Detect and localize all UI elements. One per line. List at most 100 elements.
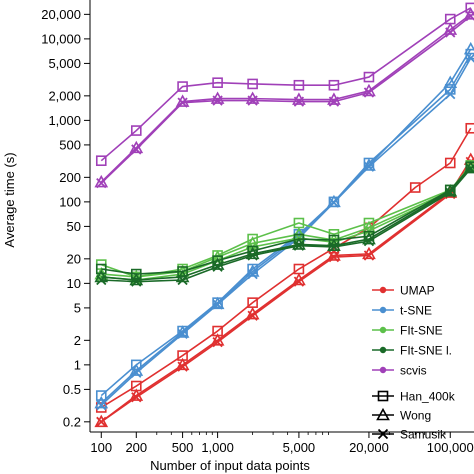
legend-label: scvis: [400, 364, 427, 378]
data-point-t-sne-samusik: [96, 400, 107, 411]
x-tick-label: 100,000: [427, 440, 474, 455]
data-point-fit-sne-l-wong: [463, 160, 474, 174]
data-point-fit-sne-l-samusik: [328, 241, 340, 253]
data-point-fit-sne-l-han-400k: [328, 234, 340, 246]
data-point-scvis-han-400k: [328, 79, 340, 91]
series-line-t-sne-samusik: [100, 57, 472, 406]
data-point-scvis-han-400k: [212, 77, 223, 88]
legend-label: t-SNE: [400, 304, 432, 318]
legend-item-scvis: scvis: [372, 364, 427, 378]
legend-swatch-dot: [379, 346, 387, 354]
data-point-t-sne-samusik: [212, 299, 223, 310]
data-point-scvis-han-400k: [130, 125, 142, 136]
legend-swatch-dot: [379, 366, 387, 374]
y-tick-label: 0.5: [63, 382, 81, 397]
x-tick-label: 1,000: [201, 440, 234, 455]
data-point-fit-sne-l-samusik: [363, 235, 375, 247]
legend-item-fit-sne-l: FIt-SNE l.: [372, 344, 452, 358]
series-scvis-wong: [94, 7, 474, 188]
data-point-scvis-samusik: [177, 97, 188, 108]
x-tick-label: 20,000: [349, 440, 389, 455]
legend-item-han-400k: Han_400k: [372, 390, 456, 404]
data-point-t-sne-wong: [210, 296, 225, 310]
data-point-fit-sne-l-samusik: [445, 187, 456, 198]
series-line-fit-sne-l-han-400k: [101, 166, 472, 275]
legend-item-fit-sne: FIt-SNE: [372, 324, 443, 338]
data-point-scvis-han-400k: [177, 81, 188, 92]
x-tick-label: 5,000: [283, 440, 316, 455]
data-point-fit-sne-l-samusik: [293, 240, 305, 251]
y-tick-label: 50: [67, 219, 81, 234]
data-point-umap-samusik: [247, 310, 258, 321]
series-line-umap-han-400k: [100, 127, 472, 409]
data-point-umap-han-400k: [409, 182, 421, 193]
data-point-fit-sne-l-han-400k: [177, 266, 188, 277]
legend-datasets: Han_400k Wong Samusik: [372, 390, 456, 442]
y-tick-label: 20: [67, 251, 81, 266]
x-axis: 100 200 500 1,000 5,000 20,000 100,000: [90, 431, 474, 455]
data-point-umap-wong: [94, 414, 109, 428]
data-point-t-sne-wong: [327, 194, 341, 208]
data-point-scvis-samusik: [328, 96, 340, 107]
series-scvis-samusik: [96, 11, 474, 189]
x-axis-title: Number of input data points: [150, 458, 310, 473]
data-point-t-sne-samusik: [247, 268, 258, 280]
legend-swatch-dot: [379, 306, 387, 314]
series-line-umap-samusik: [100, 161, 472, 423]
data-point-t-sne-samusik: [177, 328, 188, 340]
data-point-fit-sne-l-samusik: [177, 274, 188, 286]
series-fit-sne-l-samusik: [96, 163, 474, 287]
data-point-umap-samusik: [177, 361, 188, 372]
legend-label: Wong: [400, 409, 431, 423]
series-line-umap-wong: [100, 159, 472, 423]
y-tick-label: 10,000: [41, 31, 81, 46]
data-point-t-sne-han-400k: [130, 359, 142, 371]
series-fit-sne-samusik: [96, 162, 474, 286]
series-fit-sne-wong: [94, 159, 474, 283]
legend-swatch-dot: [379, 326, 387, 334]
y-tick-label: 1: [74, 357, 81, 372]
data-point-scvis-han-400k: [465, 2, 474, 14]
legend-item-samusik: Samusik: [372, 428, 447, 442]
series-line-fit-sne-l-samusik: [101, 168, 472, 283]
plot-series: [94, 2, 474, 428]
x-tick-label: 100: [90, 440, 112, 455]
legend-item-wong: Wong: [372, 407, 431, 423]
series-line-t-sne-wong: [100, 48, 472, 404]
y-tick-label: 20,000: [41, 7, 81, 22]
series-scvis-han-400k: [95, 2, 474, 167]
data-point-fit-sne-l-samusik: [247, 250, 258, 261]
data-point-umap-han-400k: [465, 122, 474, 134]
series-line-fit-sne-wong: [101, 166, 472, 278]
data-point-umap-samusik: [96, 416, 107, 427]
series-line-t-sne-han-400k: [100, 53, 472, 397]
legend-marker-square: [377, 390, 389, 402]
data-point-fit-sne-l-samusik: [96, 274, 107, 286]
series-line-fit-sne-l-wong: [101, 167, 472, 281]
data-point-fit-sne-l-samusik: [131, 276, 142, 287]
data-point-scvis-samusik: [212, 95, 223, 106]
legend-methods: UMAP t-SNE FIt-SNE FIt-SNE l. scvis: [372, 284, 452, 378]
data-point-t-sne-han-400k: [95, 390, 107, 401]
data-point-scvis-samusik: [96, 177, 107, 189]
legend-item-t-sne: t-SNE: [372, 304, 432, 318]
data-point-fit-sne-l-han-400k: [130, 268, 142, 280]
series-fit-sne-l-han-400k: [95, 161, 474, 280]
y-tick-label: 2,000: [48, 88, 81, 103]
data-point-umap-samusik: [212, 337, 223, 348]
legend-label: UMAP: [400, 284, 435, 298]
y-tick-label: 5,000: [48, 56, 81, 71]
y-tick-label: 0.2: [63, 414, 81, 429]
legend-label: FIt-SNE l.: [400, 344, 452, 358]
series-fit-sne-han-400k: [95, 160, 474, 283]
y-axis-title: Average time (s): [2, 152, 17, 247]
data-point-scvis-han-400k: [95, 155, 107, 167]
y-tick-label: 500: [59, 137, 81, 152]
data-point-umap-samusik: [293, 276, 305, 287]
data-point-t-sne-wong: [463, 41, 474, 55]
data-point-t-sne-samusik: [131, 367, 142, 378]
data-point-t-sne-samusik: [363, 161, 375, 172]
data-point-fit-sne-l-han-400k: [95, 263, 107, 275]
data-point-scvis-samusik: [445, 27, 456, 38]
